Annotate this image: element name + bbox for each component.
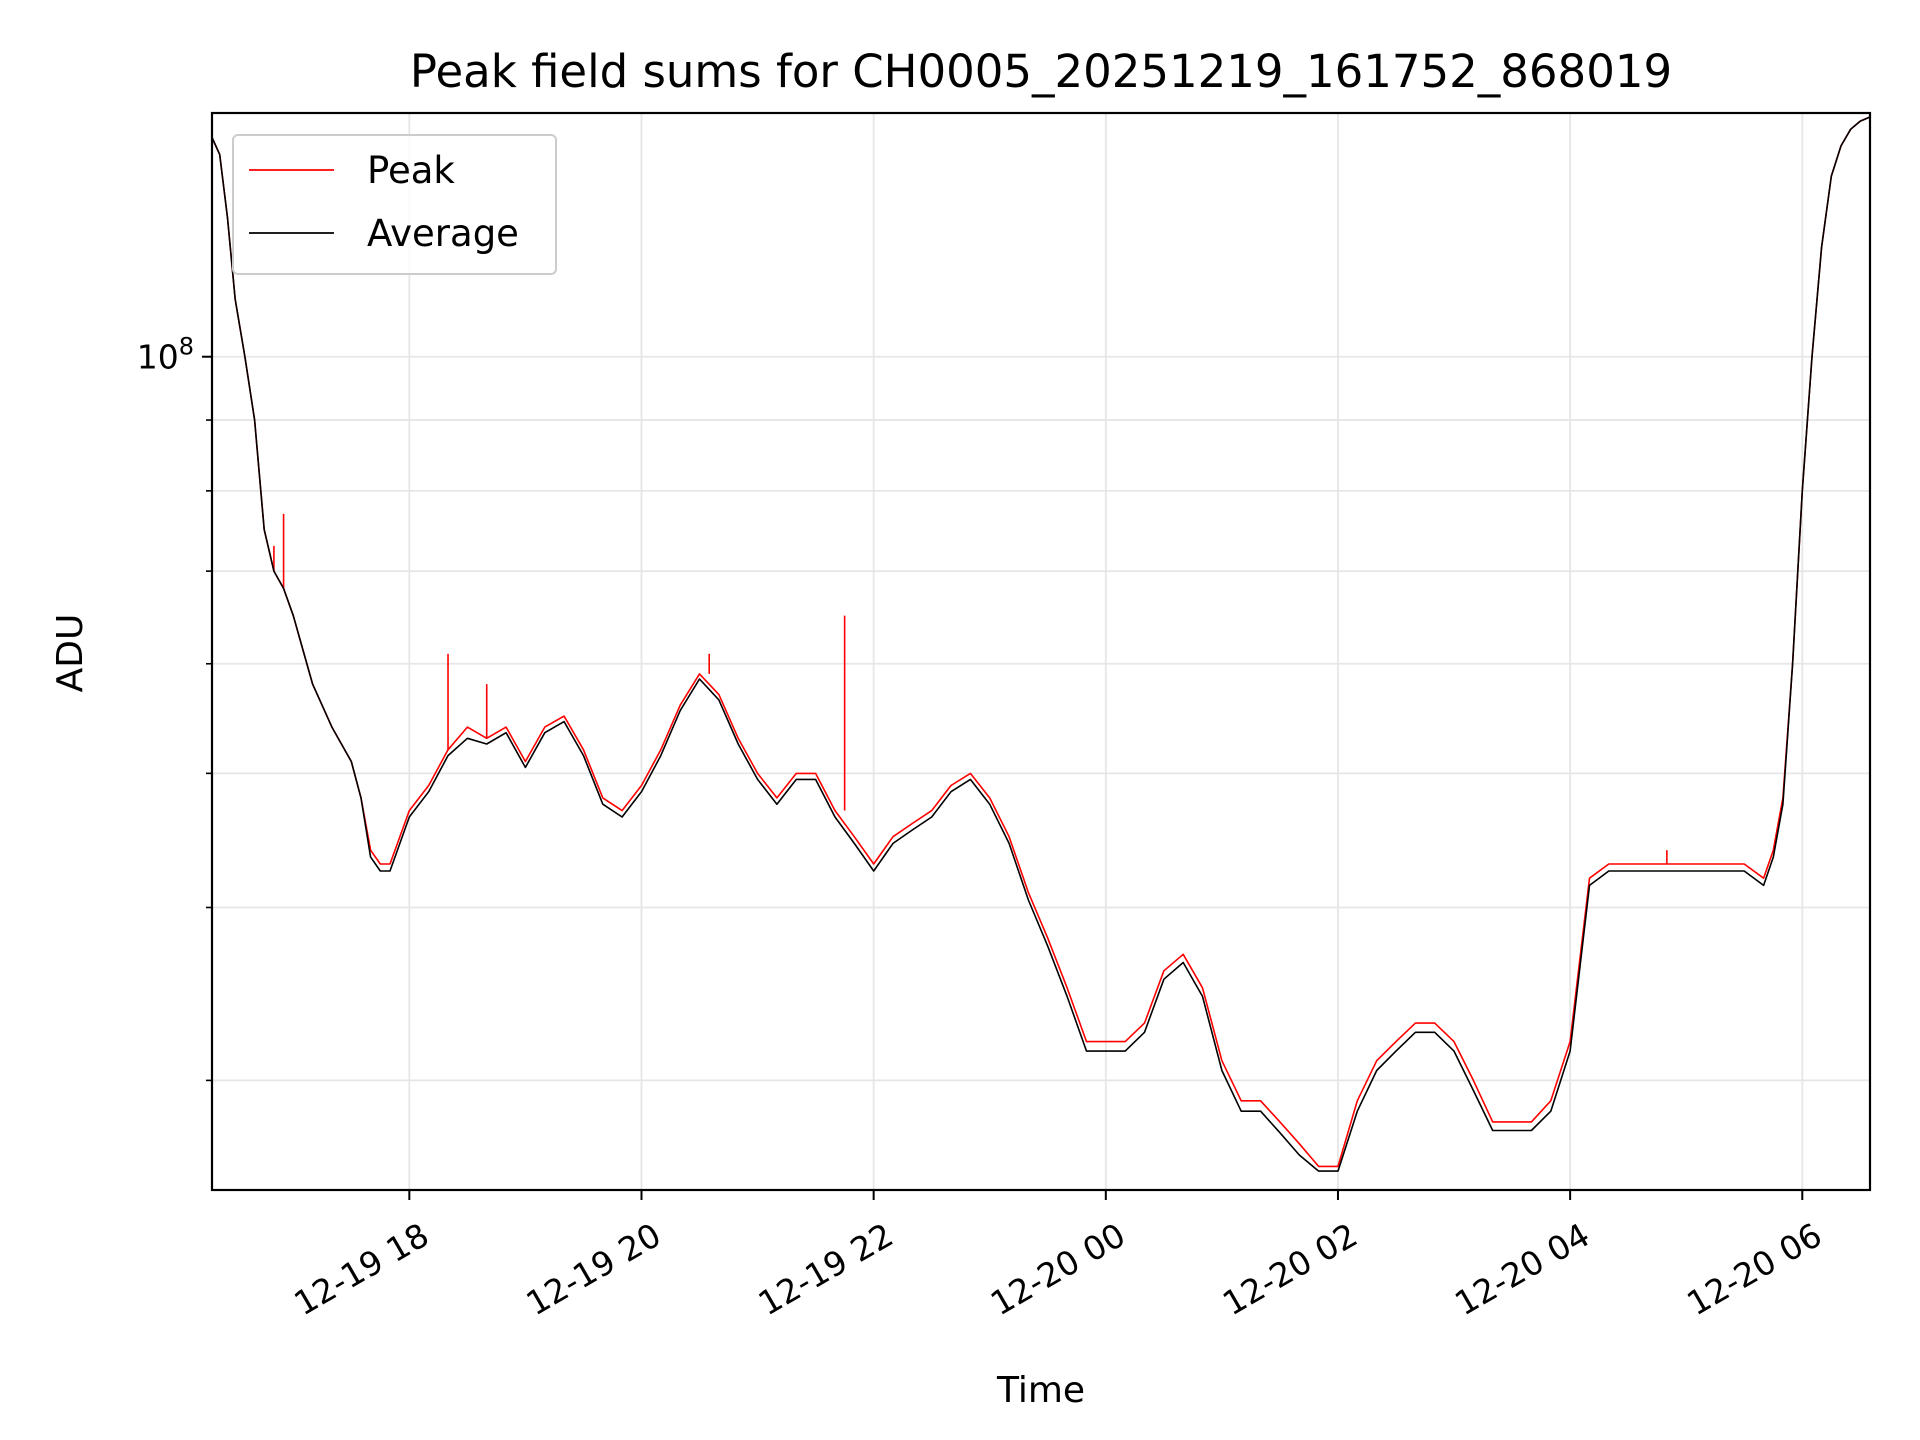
legend-label-peak: Peak — [367, 149, 455, 192]
x-axis-label: Time — [996, 1370, 1085, 1411]
plot-series — [211, 116, 1871, 1172]
legend-label-average: Average — [367, 212, 519, 255]
series-line-peak — [211, 116, 1871, 1168]
legend: Peak Average — [232, 134, 557, 275]
plot-frame — [210, 111, 1872, 1192]
y-axis-label: ADU — [50, 614, 91, 693]
series-line-average — [211, 116, 1871, 1172]
y-tick-label: 108 — [137, 333, 194, 377]
gridlines — [212, 113, 1870, 1190]
chart-title: Peak field sums for CH0005_20251219_1617… — [410, 45, 1672, 98]
